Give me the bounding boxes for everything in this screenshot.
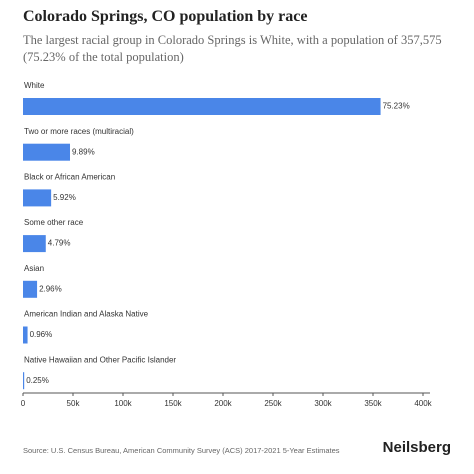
value-label: 9.89% <box>72 147 95 156</box>
chart-title: Colorado Springs, CO population by race <box>23 8 308 25</box>
category-label: Two or more races (multiracial) <box>24 127 134 136</box>
x-tick-label: 250k <box>264 399 282 408</box>
bar <box>23 326 28 344</box>
bar <box>23 98 381 115</box>
category-label: White <box>24 81 45 90</box>
x-tick-label: 300k <box>314 399 332 408</box>
x-tick-label: 100k <box>114 399 132 408</box>
x-tick-label: 150k <box>164 399 182 408</box>
x-tick-label: 200k <box>214 399 232 408</box>
value-label: 5.92% <box>53 193 76 202</box>
category-label: Asian <box>24 264 44 273</box>
x-tick-label: 0 <box>21 399 26 408</box>
x-tick-label: 350k <box>364 399 382 408</box>
bar <box>23 189 52 207</box>
bar <box>23 372 25 390</box>
category-label: Black or African American <box>24 173 115 182</box>
bar <box>23 235 46 253</box>
brand: Neilsberg <box>383 439 451 456</box>
value-label: 2.96% <box>39 284 62 293</box>
category-label: American Indian and Alaska Native <box>24 310 149 319</box>
value-label: 0.96% <box>30 330 53 339</box>
value-label: 0.25% <box>26 376 49 385</box>
source: Source: U.S. Census Bureau, American Com… <box>23 446 340 455</box>
x-tick-label: 50k <box>67 399 81 408</box>
header: Colorado Springs, CO population by race … <box>23 8 463 66</box>
category-label: Native Hawaiian and Other Pacific Island… <box>24 355 176 364</box>
bar <box>23 280 38 298</box>
value-label: 75.23% <box>383 102 410 111</box>
category-label: Some other race <box>24 218 84 227</box>
chart-subtitle: The largest racial group in Colorado Spr… <box>23 33 442 64</box>
bar <box>23 143 71 161</box>
x-tick-label: 400k <box>414 399 432 408</box>
value-label: 4.79% <box>48 239 71 248</box>
